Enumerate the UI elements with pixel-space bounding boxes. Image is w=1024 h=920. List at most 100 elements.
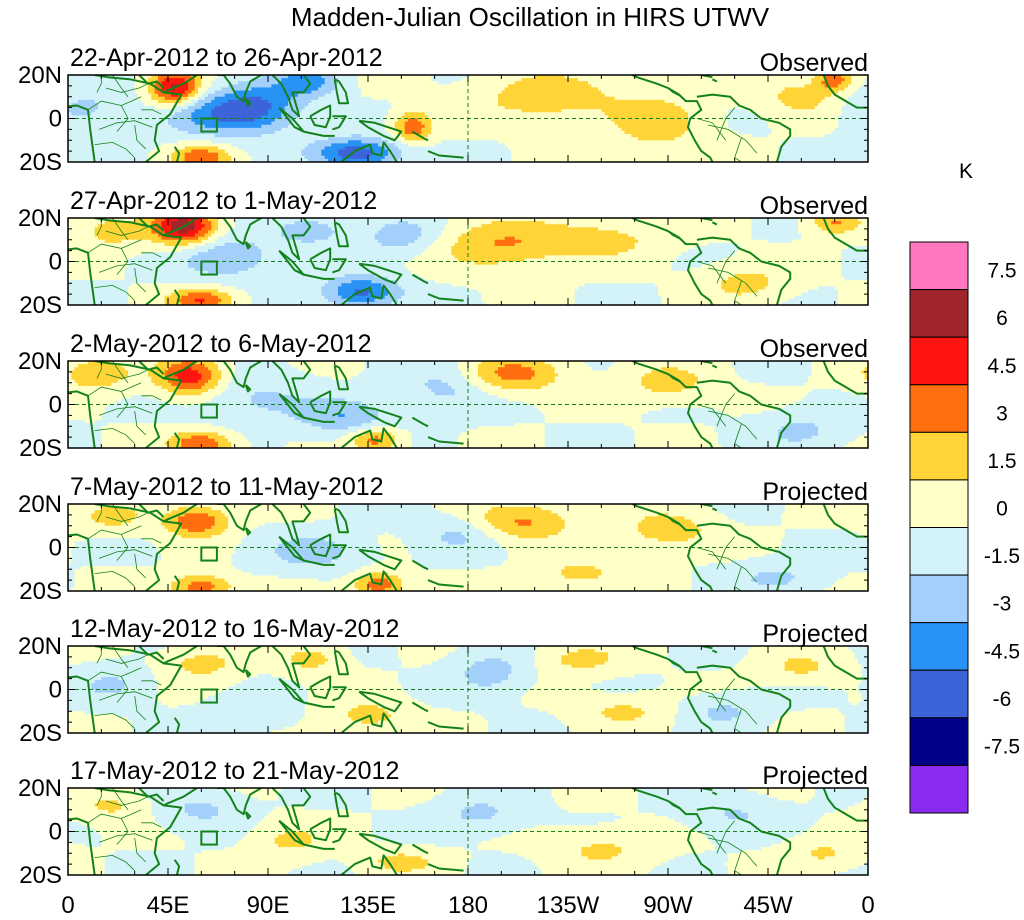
field-cell (728, 856, 819, 861)
field-cell (171, 510, 222, 514)
field-cell (658, 538, 689, 542)
field-cell (411, 695, 522, 700)
field-cell (541, 868, 652, 873)
field-cell (424, 277, 729, 281)
field-cell (68, 797, 149, 802)
field-cell (748, 379, 809, 384)
field-cell (68, 96, 139, 101)
field-cell (234, 547, 276, 552)
field-cell (828, 230, 846, 235)
field-cell (468, 538, 496, 542)
field-cell (161, 825, 256, 829)
field-cell (231, 584, 356, 589)
y-tick-label: 0 (49, 535, 62, 562)
field-cell (68, 426, 102, 430)
field-cell (471, 664, 512, 669)
anomaly-field (68, 218, 868, 305)
field-cell (388, 578, 402, 583)
country-border (112, 788, 129, 811)
field-cell (68, 711, 86, 715)
field-cell (514, 81, 589, 85)
field-cell (791, 106, 816, 110)
field-cell (68, 99, 79, 104)
field-cell (708, 504, 786, 508)
field-cell (124, 686, 159, 691)
field-cell (691, 587, 826, 591)
field-cell (154, 563, 232, 567)
field-cell (101, 507, 129, 511)
field-cell (818, 432, 866, 437)
field-cell (68, 385, 162, 390)
field-cell (184, 803, 212, 808)
field-cell (68, 115, 172, 120)
field-cell (354, 292, 369, 297)
field-cell (191, 670, 212, 675)
field-cell (858, 701, 868, 706)
coastline (411, 416, 429, 428)
field-cell (384, 587, 402, 591)
field-cell (634, 438, 719, 443)
field-cell (298, 720, 362, 725)
field-cell (178, 432, 219, 437)
field-cell (831, 130, 868, 135)
field-cell (498, 93, 606, 98)
country-border (734, 423, 742, 448)
country-border (105, 654, 149, 664)
field-cell (321, 75, 336, 79)
field-cell (194, 865, 302, 870)
field-cell (271, 809, 352, 814)
field-cell (368, 155, 386, 160)
field-cell (161, 227, 172, 232)
field-cell (101, 843, 186, 848)
field-cell (801, 398, 868, 402)
country-border (98, 549, 153, 559)
field-cell (68, 652, 132, 656)
field-cell (414, 559, 506, 564)
field-cell (748, 652, 856, 656)
field-cell (238, 544, 279, 549)
coastline (216, 361, 262, 389)
field-cell (378, 538, 402, 542)
field-cell (214, 230, 229, 235)
field-cell (858, 87, 868, 92)
field-cell (411, 270, 842, 275)
field-cell (451, 283, 586, 287)
country-border (134, 837, 147, 863)
field-cell (821, 227, 856, 232)
field-cell (661, 367, 679, 371)
field-cell (351, 717, 389, 722)
field-cell (68, 373, 72, 378)
field-cell (724, 115, 759, 120)
field-cell (218, 806, 276, 811)
field-cell (578, 78, 812, 82)
field-cell (504, 547, 779, 552)
field-cell (74, 572, 252, 577)
field-cell (68, 513, 92, 518)
field-cell (184, 843, 236, 848)
coastline (411, 843, 429, 855)
colorbar-label: 1.5 (987, 450, 1016, 473)
field-cell (84, 711, 306, 715)
field-cell (198, 87, 209, 92)
field-cell (794, 834, 868, 839)
field-cell (301, 717, 352, 722)
field-cell (744, 522, 782, 527)
field-cell (134, 516, 162, 521)
field-cell (781, 513, 868, 518)
x-tick-label: 0 (861, 892, 874, 919)
field-cell (188, 93, 196, 98)
field-cell (411, 441, 459, 446)
field-cell (431, 242, 456, 247)
field-cell (348, 432, 366, 437)
coastline (138, 75, 165, 89)
colorbar-unit: K (959, 160, 973, 183)
field-cell (141, 252, 199, 256)
country-border (87, 667, 142, 682)
field-cell (464, 535, 489, 539)
field-cell (68, 658, 102, 663)
field-cell (68, 831, 99, 836)
field-cell (458, 438, 546, 443)
field-cell (534, 649, 579, 653)
field-cell (728, 277, 769, 281)
